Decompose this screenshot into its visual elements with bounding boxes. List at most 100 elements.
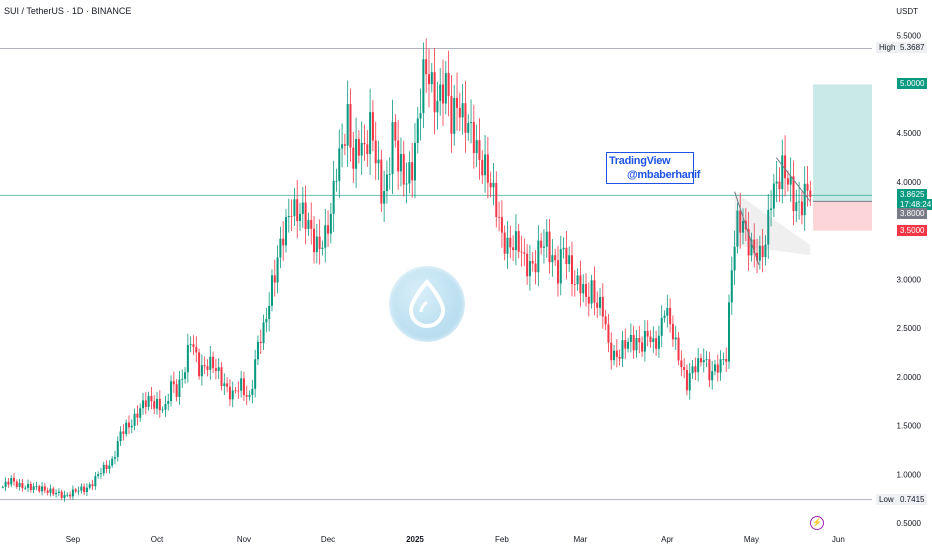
candle-body — [792, 176, 795, 212]
candle-body — [57, 491, 60, 494]
candle-body — [789, 176, 792, 185]
candles — [1, 38, 812, 502]
candle-body — [699, 358, 702, 363]
candle-body — [217, 367, 220, 371]
candle-body — [481, 159, 484, 176]
lightning-bolt-icon[interactable]: ⚡ — [810, 516, 824, 530]
candle-body — [770, 208, 773, 210]
candle-body — [584, 284, 588, 297]
watermark-author: @mbaberhanif — [627, 169, 701, 181]
x-tick-label: Oct — [151, 535, 164, 544]
candle-body — [156, 398, 159, 409]
y-tick-label: 4.5000 — [897, 129, 922, 138]
candle-body — [377, 159, 380, 164]
candle-body — [523, 252, 526, 254]
y-tick-label: 5.5000 — [897, 32, 922, 41]
symbol-title[interactable]: SUI / TetherUS · 1D · BINANCE — [4, 6, 132, 16]
candle-body — [537, 240, 540, 273]
candle-body — [256, 341, 259, 360]
candle-body — [55, 493, 58, 495]
candle-body — [1, 487, 4, 488]
candle-body — [88, 484, 91, 488]
candle-body — [313, 228, 316, 253]
last-price-tag: 3.8625 — [897, 189, 928, 201]
candle-body — [635, 337, 638, 351]
candle-body — [108, 465, 111, 469]
candle-body — [716, 364, 719, 373]
candle-body — [212, 356, 215, 369]
candle-body — [610, 342, 613, 361]
candle-body — [691, 366, 694, 374]
candle-body — [161, 409, 164, 411]
candle-body — [111, 458, 114, 466]
candle-body — [273, 275, 276, 283]
candle-body — [458, 107, 461, 118]
candle-body — [276, 257, 279, 283]
x-tick-label: May — [744, 535, 759, 544]
candle-body — [360, 142, 363, 156]
candle-body — [433, 72, 436, 113]
x-tick-label: Apr — [661, 535, 674, 544]
candle-body — [739, 210, 742, 233]
candle-body — [69, 494, 72, 497]
candle-body — [385, 174, 388, 192]
candle-body — [638, 337, 641, 343]
candle-body — [624, 340, 627, 349]
candle-body — [141, 400, 145, 409]
candle-body — [772, 183, 775, 209]
candle-body — [4, 481, 7, 488]
candle-body — [559, 249, 562, 284]
candle-body — [231, 390, 234, 400]
candle-body — [265, 319, 268, 323]
candle-body — [226, 383, 229, 387]
candle-body — [795, 202, 798, 212]
candle-body — [270, 275, 273, 306]
candle-body — [652, 338, 655, 343]
stop-zone — [813, 201, 872, 231]
candle-body — [184, 372, 187, 379]
candle-body — [369, 112, 372, 154]
candle-body — [35, 486, 38, 487]
candle-body — [214, 368, 217, 371]
candle-body — [478, 140, 481, 160]
candle-body — [408, 162, 411, 184]
channel-upper-line — [734, 191, 760, 265]
x-tick-label: Feb — [495, 535, 509, 544]
candle-body — [526, 253, 529, 277]
candle-body — [756, 252, 759, 261]
candle-body — [122, 431, 125, 434]
candle-body — [374, 140, 377, 164]
candle-body — [467, 123, 470, 133]
candle-body — [388, 174, 391, 175]
candle-body — [74, 489, 77, 492]
candle-body — [733, 246, 736, 271]
candle-body — [613, 350, 616, 361]
candle-body — [13, 477, 16, 482]
candle-body — [727, 302, 731, 362]
candle-body — [484, 154, 487, 176]
candle-body — [587, 296, 590, 304]
y-tick-label: 0.5000 — [897, 519, 922, 528]
candle-body — [251, 388, 254, 395]
candle-body — [601, 296, 604, 317]
candle-body — [315, 236, 318, 253]
candle-body — [167, 401, 170, 404]
candle-body — [806, 183, 809, 191]
candle-body — [352, 147, 355, 169]
candle-body — [643, 330, 646, 352]
candle-body — [189, 344, 192, 346]
candle-body — [596, 302, 599, 308]
candle-body — [554, 255, 557, 261]
candle-body — [321, 247, 324, 250]
candle-body — [153, 401, 156, 409]
candle-body — [456, 97, 459, 108]
candle-body — [503, 232, 506, 254]
candle-body — [641, 342, 644, 352]
candle-body — [506, 237, 509, 254]
channel-fill — [734, 191, 811, 256]
currency-label[interactable]: USDT — [896, 7, 918, 16]
candle-body — [674, 337, 677, 340]
x-tick-label: Nov — [237, 535, 251, 544]
